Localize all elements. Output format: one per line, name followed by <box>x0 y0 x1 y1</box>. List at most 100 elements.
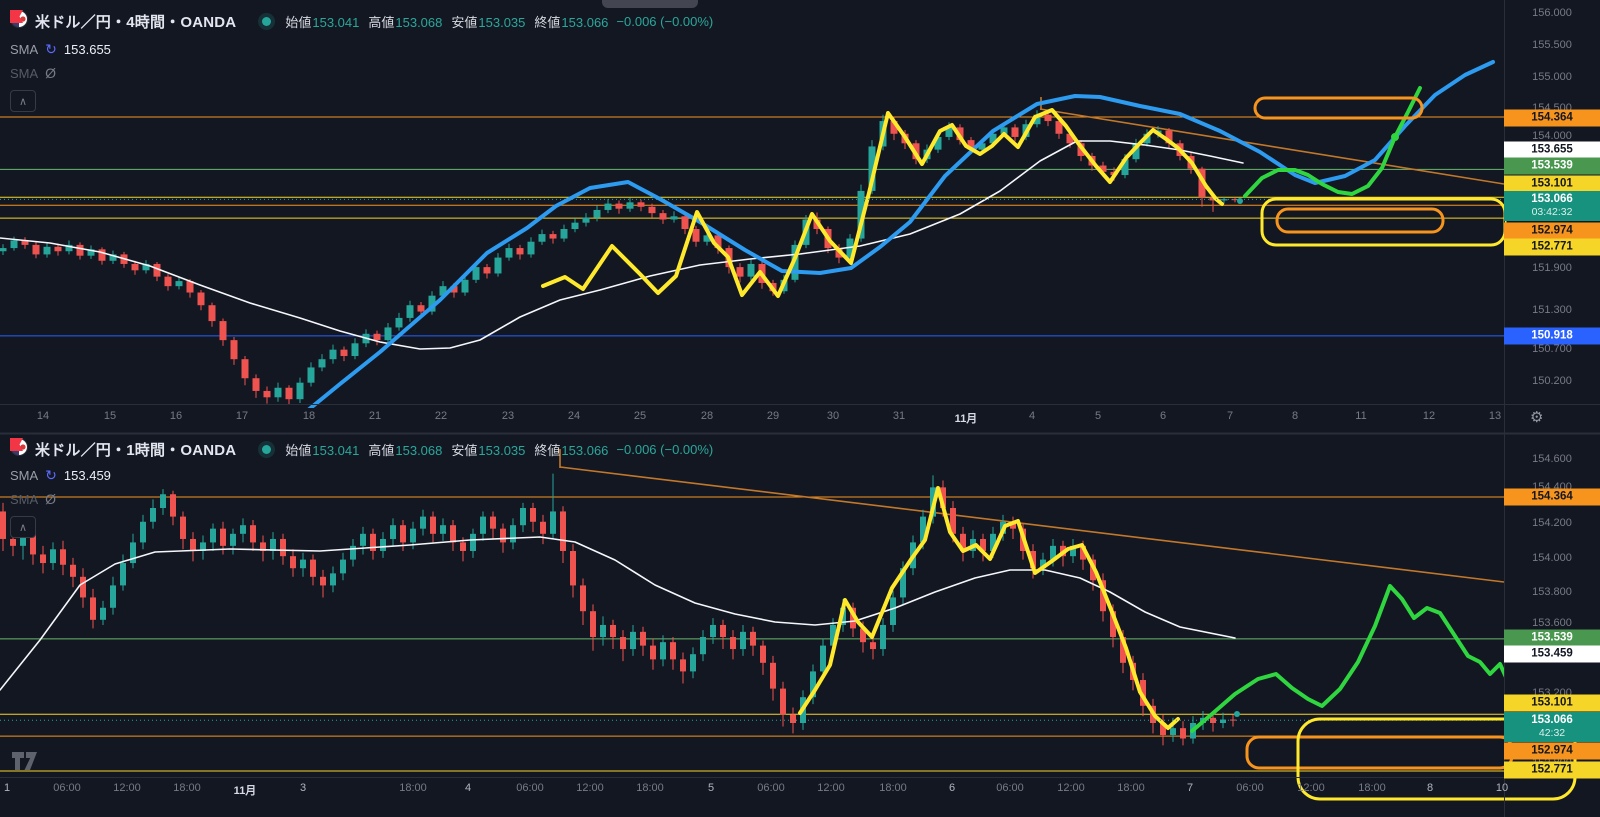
descending-trendline[interactable] <box>559 466 1504 583</box>
time-tick: 7 <box>1226 410 1234 422</box>
time-tick: 12:00 <box>817 782 845 794</box>
pane-0[interactable] <box>0 60 1504 415</box>
indicator-refresh-icon[interactable]: ↻ <box>45 41 57 57</box>
indicator-sma-label[interactable]: SMA <box>10 41 39 57</box>
time-tick: 3 <box>299 782 307 794</box>
time-tick: 18:00 <box>1117 782 1145 794</box>
price-tag-153.539[interactable]: 153.539 <box>1504 629 1600 647</box>
price-marker-dot <box>1391 133 1399 141</box>
time-tick: 22 <box>434 410 448 422</box>
time-tick: 12:00 <box>576 782 604 794</box>
ohlc-value: 153.041 <box>312 442 360 458</box>
time-tick: 5 <box>1094 410 1102 422</box>
time-tick: 12:00 <box>113 782 141 794</box>
price-tag-152.974[interactable]: 152.974 <box>1504 222 1600 240</box>
ohlc-values: 始値153.041 高値153.068 安値153.035 終値153.066 <box>285 12 608 31</box>
ohlc-label: 始値 <box>285 14 312 30</box>
price-tag-153.539[interactable]: 153.539 <box>1504 157 1600 175</box>
ohlc-values: 始値153.041 高値153.068 安値153.035 終値153.066 <box>285 440 608 459</box>
price-tag-153.066[interactable]: 153.066 42:32 <box>1504 712 1600 742</box>
price-tag-152.771[interactable]: 152.771 <box>1504 761 1600 779</box>
collapse-legend-button[interactable]: ∧ <box>10 90 36 112</box>
time-tick: 18:00 <box>879 782 907 794</box>
eye-hidden-icon[interactable]: Ø <box>45 65 57 81</box>
collapse-legend-button[interactable]: ∧ <box>10 516 36 538</box>
price-tick: 151.300 <box>1532 304 1572 316</box>
ohlc-value: 153.066 <box>561 14 609 30</box>
time-tick: 18 <box>302 410 316 422</box>
price-tag-153.101[interactable]: 153.101 <box>1504 694 1600 712</box>
price-tick: 154.600 <box>1532 453 1572 465</box>
symbol-title[interactable]: 米ドル／円・4時間・OANDA <box>35 13 237 31</box>
green-projection-line[interactable] <box>1190 584 1532 733</box>
indicator-refresh-icon[interactable]: ↻ <box>45 467 57 483</box>
descending-trendline[interactable] <box>1039 108 1504 185</box>
time-tick: 15 <box>103 410 117 422</box>
price-tick: 150.200 <box>1532 375 1572 387</box>
time-tick: 23 <box>501 410 515 422</box>
ohlc-value: 153.035 <box>478 14 526 30</box>
ohlc-label: 高値 <box>368 14 395 30</box>
time-tick: 17 <box>235 410 249 422</box>
time-tick: 18:00 <box>173 782 201 794</box>
market-status-icon[interactable] <box>262 16 272 26</box>
ohlc-value: 153.041 <box>312 14 360 30</box>
time-tick: 4 <box>1028 410 1036 422</box>
price-axis[interactable]: 156.000 155.500 155.000 154.500 154.000 151.9… <box>1504 0 1600 817</box>
eye-hidden-icon[interactable]: Ø <box>45 491 57 507</box>
sma-line[interactable] <box>0 536 1236 691</box>
yellow-wave-line[interactable] <box>541 108 1224 298</box>
time-tick: 06:00 <box>516 782 544 794</box>
price-tag-152.771[interactable]: 152.771 <box>1504 238 1600 256</box>
price-tag-153.066[interactable]: 153.066 03:42:32 <box>1504 191 1600 221</box>
price-tick: 154.000 <box>1532 552 1572 564</box>
candle-countdown: 03:42:32 <box>1531 206 1573 218</box>
pane-resize-handle[interactable] <box>602 0 698 8</box>
time-tick: 31 <box>892 410 906 422</box>
highlight-box-drawing[interactable] <box>1253 96 1424 120</box>
time-tick: 6 <box>1159 410 1167 422</box>
price-tick: 151.900 <box>1532 262 1572 274</box>
yellow-wave-line[interactable] <box>798 486 1180 730</box>
sma-line[interactable] <box>0 140 1244 350</box>
pane-1[interactable] <box>0 449 1532 772</box>
price-marker-dot <box>1237 198 1243 204</box>
time-tick: 8 <box>1291 410 1299 422</box>
ohlc-value: 153.066 <box>561 442 609 458</box>
ohlc-value: 153.068 <box>395 14 443 30</box>
time-tick: 06:00 <box>1236 782 1264 794</box>
blue-projection-line[interactable] <box>302 60 1495 415</box>
time-tick: 30 <box>826 410 840 422</box>
time-tick: 11 <box>1355 410 1367 422</box>
time-tick: 11月 <box>954 413 978 425</box>
price-tag-154.364[interactable]: 154.364 <box>1504 109 1600 127</box>
price-tag-150.918[interactable]: 150.918 <box>1504 327 1600 345</box>
price-tag-153.655[interactable]: 153.655 <box>1504 141 1600 159</box>
time-tick: 13 <box>1488 410 1502 422</box>
timezone-settings-icon[interactable]: ⚙ <box>1530 409 1544 426</box>
price-tag-153.101[interactable]: 153.101 <box>1504 175 1600 193</box>
price-tag-152.974[interactable]: 152.974 <box>1504 742 1600 760</box>
time-tick: 5 <box>707 782 715 794</box>
ohlc-value: 153.035 <box>478 442 526 458</box>
indicator-sma-value: 153.655 <box>63 41 111 57</box>
ohlc-label: 終値 <box>534 442 561 458</box>
time-tick: 24 <box>567 410 581 422</box>
indicator-sma2-label[interactable]: SMA <box>10 491 39 507</box>
time-tick: 12:00 <box>1297 782 1325 794</box>
indicator-sma2-label[interactable]: SMA <box>10 65 39 81</box>
price-tick: 155.000 <box>1532 71 1572 83</box>
time-tick: 6 <box>948 782 956 794</box>
time-tick: 8 <box>1426 782 1434 794</box>
highlight-box-drawing[interactable] <box>1275 207 1445 234</box>
market-status-icon[interactable] <box>262 444 272 454</box>
indicator-sma-label[interactable]: SMA <box>10 467 39 483</box>
price-tag-154.364[interactable]: 154.364 <box>1504 488 1600 506</box>
price-tick: 155.500 <box>1532 39 1572 51</box>
time-tick: 06:00 <box>996 782 1024 794</box>
symbol-title[interactable]: 米ドル／円・1時間・OANDA <box>35 441 237 459</box>
ohlc-label: 終値 <box>534 14 561 30</box>
price-tag-153.459[interactable]: 153.459 <box>1504 645 1600 663</box>
price-tick: 156.000 <box>1532 7 1572 19</box>
